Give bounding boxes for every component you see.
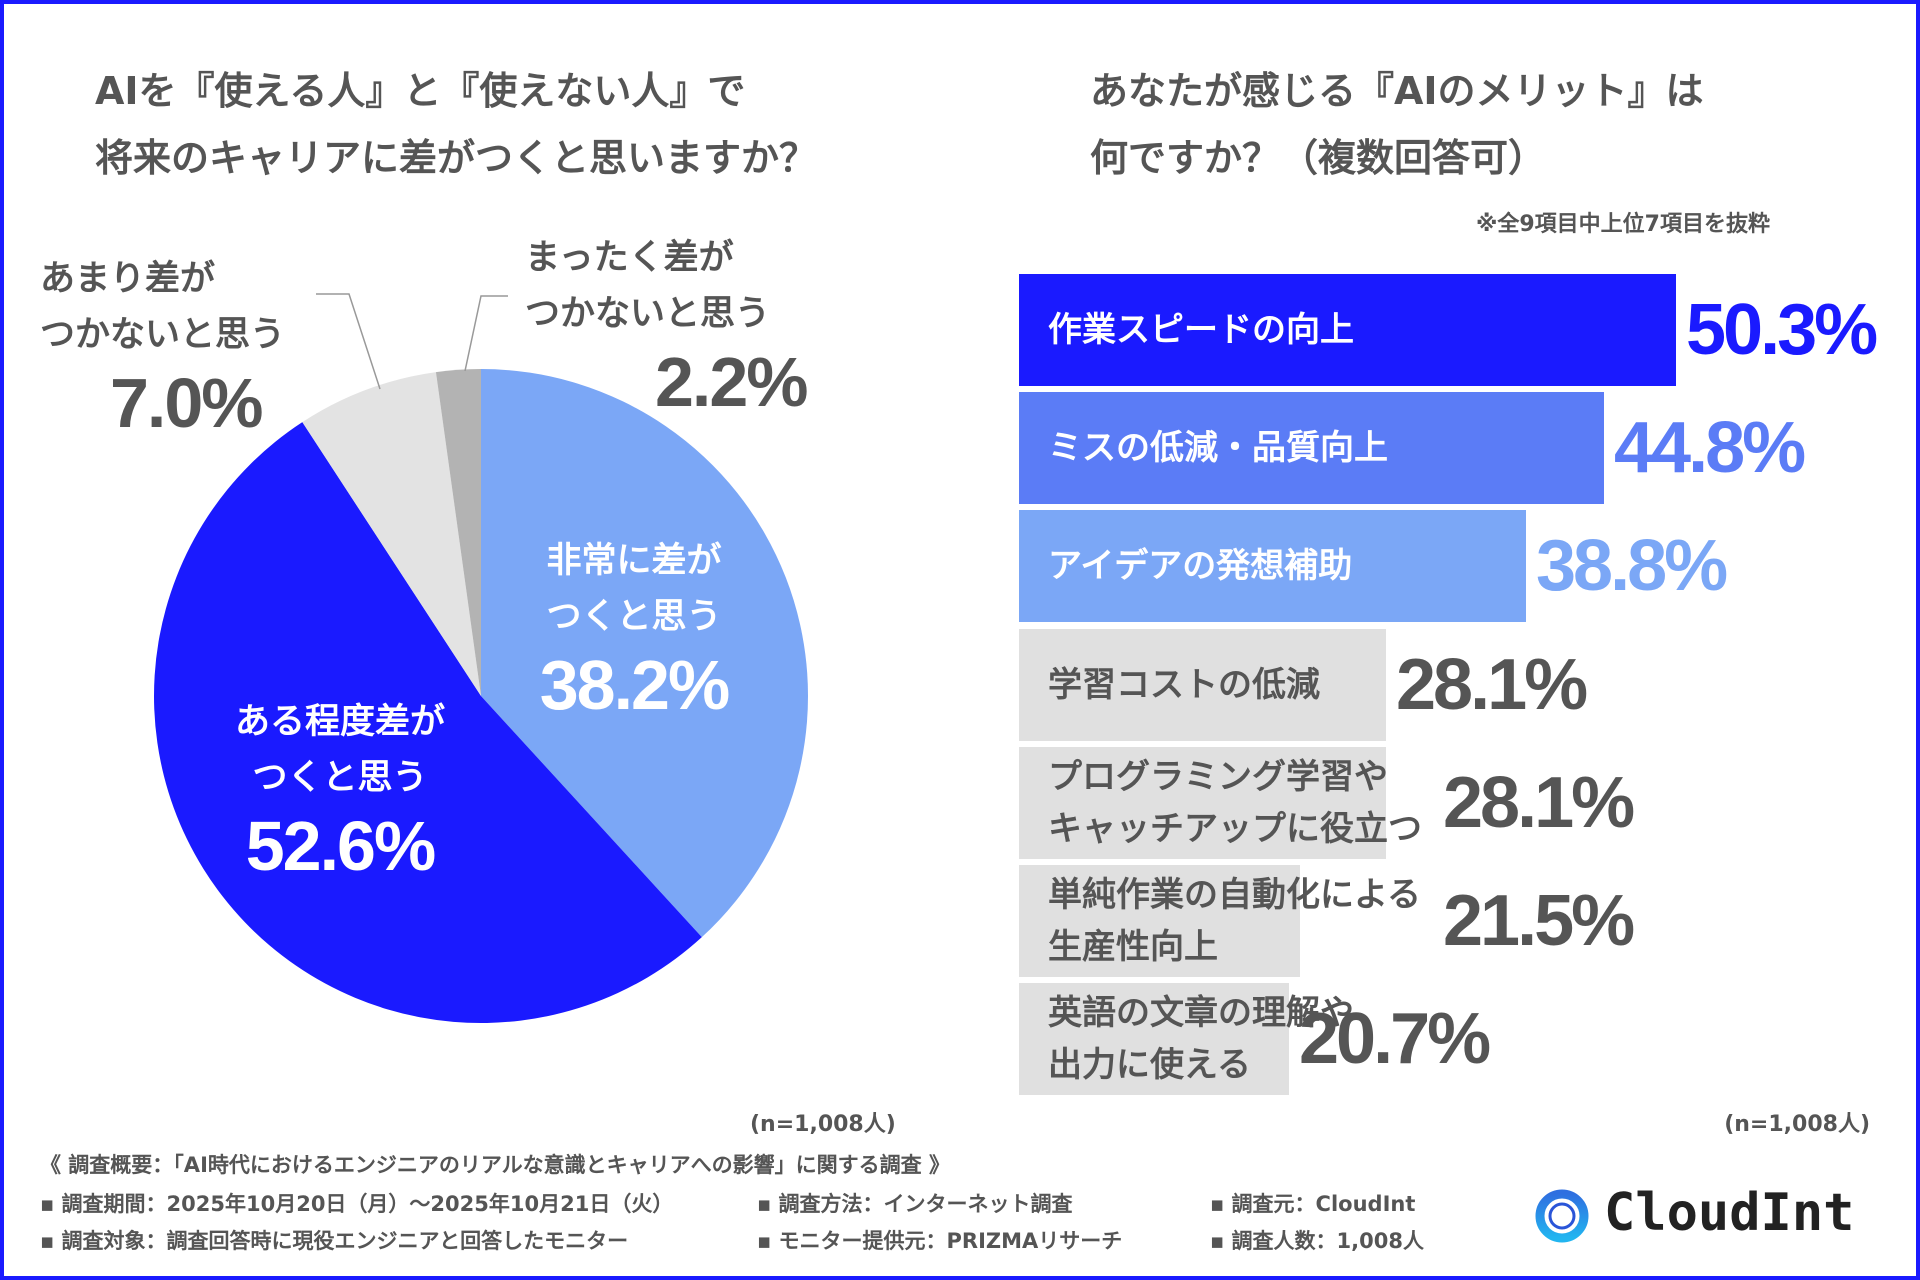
survey-target: ▪ 調査対象：調査回答時に現役エンジニアと回答したモニター — [40, 1229, 629, 1253]
bar-title: あなたが感じる『AIのメリット』は 何ですか？（複数回答可） — [1090, 58, 1704, 192]
pie-label-somewhat: ある程度差が つくと思う 52.6% — [200, 694, 480, 886]
pie-label-line2: つくと思う — [252, 758, 428, 798]
bar-title-line1: あなたが感じる『AIのメリット』は — [1090, 69, 1704, 113]
bar-1 — [1019, 392, 1604, 504]
bar-3 — [1019, 629, 1386, 741]
pie-label-very: 非常に差が つくと思う 38.2% — [534, 533, 734, 725]
survey-period: ▪ 調査期間：2025年10月20日（月）〜2025年10月21日（火） — [40, 1192, 674, 1216]
bar-2 — [1019, 510, 1526, 622]
bar-label: ミスの低減・品質向上 — [1048, 392, 1388, 504]
pie-label-not-at-all: まったく差が つかないと思う 2.2% — [525, 230, 809, 422]
bar-label-line1: プログラミング学習や — [1048, 757, 1388, 797]
survey-provider: ▪ モニター提供元：PRIZMAリサーチ — [757, 1229, 1123, 1253]
pie-title-line2: 将来のキャリアに差がつくと思いますか？ — [95, 136, 818, 180]
bar-label-line1: 単純作業の自動化による — [1048, 875, 1421, 915]
pie-label-line1: ある程度差が — [234, 702, 445, 742]
pie-sample-size: (n=1,008人) — [750, 1112, 896, 1137]
pie-value-label: 52.6% — [245, 807, 436, 885]
bar-5 — [1019, 865, 1300, 977]
pie-slice-2 — [302, 372, 481, 696]
pie-value-label: 2.2% — [655, 343, 809, 421]
survey-source: ▪ 調査元：CloudInt — [1210, 1192, 1416, 1216]
leader-line-not-much — [316, 293, 381, 390]
bar-label-line1: ミスの低減・品質向上 — [1048, 428, 1388, 468]
bar-label-line1: 学習コストの低減 — [1048, 665, 1320, 705]
bar-value-label: 28.1% — [1396, 645, 1588, 725]
bar-value-label: 38.8% — [1536, 526, 1728, 606]
bar-value-label: 44.8% — [1614, 408, 1806, 488]
pie-value-label: 38.2% — [539, 646, 730, 724]
survey-count: ▪ 調査人数：1,008人 — [1210, 1229, 1424, 1253]
bar-value-label: 21.5% — [1443, 881, 1635, 961]
pie-label-line2: つかないと思う — [525, 294, 771, 334]
pie-title-line1: AIを『使える人』と『使えない人』で — [95, 69, 746, 113]
pie-label-line2: つくと思う — [546, 597, 722, 637]
bar-label-line1: 作業スピードの向上 — [1048, 310, 1354, 350]
pie-slice-1 — [154, 422, 702, 1024]
bar-label: 作業スピードの向上 — [1048, 274, 1354, 386]
pie-slice-3 — [435, 369, 481, 696]
bar-title-line2: 何ですか？（複数回答可） — [1090, 136, 1547, 180]
bar-label: 単純作業の自動化による 生産性向上 — [1048, 865, 1421, 977]
bar-label-line2: 生産性向上 — [1048, 927, 1218, 967]
survey-overview: 《 調査概要：「AI時代におけるエンジニアのリアルな意識とキャリアへの影響」に関… — [40, 1153, 950, 1177]
leader-line-not-at-all — [464, 295, 508, 372]
bar-sample-size: (n=1,008人) — [1724, 1112, 1870, 1137]
pie-label-line2: つかないと思う — [40, 315, 286, 355]
pie-title: AIを『使える人』と『使えない人』で 将来のキャリアに差がつくと思いますか？ — [95, 58, 817, 192]
bar-label: 英語の文章の理解や 出力に使える — [1048, 983, 1354, 1095]
bar-label-line2: 出力に使える — [1048, 1045, 1251, 1085]
survey-method: ▪ 調査方法：インターネット調査 — [757, 1192, 1073, 1216]
pie-label-line1: あまり差が — [40, 259, 216, 299]
pie-label-line1: 非常に差が — [546, 541, 722, 581]
bar-value-label: 20.7% — [1299, 999, 1491, 1079]
pie-label-line1: まったく差が — [525, 238, 734, 278]
bar-value-label: 50.3% — [1686, 290, 1878, 370]
bar-label: プログラミング学習や キャッチアップに役立つ — [1048, 747, 1422, 859]
bar-label-line1: 英語の文章の理解や — [1048, 993, 1354, 1033]
pie-label-not-much: あまり差が つかないと思う 7.0% — [40, 251, 285, 443]
bar-note: ※全9項目中上位7項目を抜粋 — [1475, 212, 1770, 237]
ring-logo-icon — [1535, 1189, 1589, 1243]
bar-value-label: 28.1% — [1443, 763, 1635, 843]
bar-label: 学習コストの低減 — [1048, 629, 1320, 741]
bar-label: アイデアの発想補助 — [1048, 510, 1352, 622]
bar-6 — [1019, 983, 1289, 1095]
pie-value-label: 7.0% — [110, 364, 264, 442]
bar-label-line2: キャッチアップに役立つ — [1048, 809, 1422, 849]
pie-chart — [154, 293, 808, 1024]
bar-label-line1: アイデアの発想補助 — [1048, 546, 1353, 586]
bar-4 — [1019, 747, 1386, 859]
logo-text: CloudInt — [1604, 1183, 1855, 1243]
pie-slice-0 — [481, 369, 808, 938]
bar-0 — [1019, 274, 1676, 386]
